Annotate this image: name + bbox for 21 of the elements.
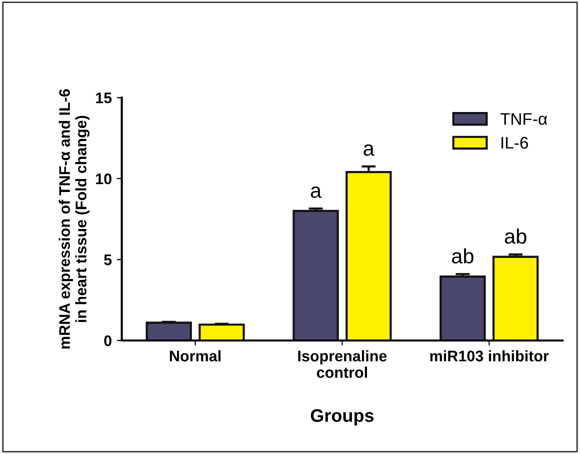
x-tick-label: Isoprenaline control [298, 350, 387, 378]
x-tick-label: miR103 inhibitor [430, 350, 549, 362]
bar [440, 275, 486, 340]
data-label: a [364, 144, 374, 156]
bar [346, 171, 392, 340]
bar [146, 322, 192, 340]
y-tick-label: 0 [104, 335, 112, 346]
legend-label: TNF-α [500, 113, 548, 125]
x-axis-title: Groups [310, 409, 374, 426]
y-axis-title: mRNA expression of TNF-α and IL-6 in heart tissue (Fold change) [58, 89, 90, 348]
y-tick-label: 5 [104, 254, 112, 266]
bar [198, 324, 245, 340]
y-tick-label: 10 [96, 173, 112, 184]
x-tick-label: Normal [170, 350, 221, 362]
bar [292, 210, 339, 340]
data-label: a [310, 186, 322, 198]
data-label: ab [452, 248, 474, 264]
legend-label: IL-6 [502, 136, 528, 149]
data-label: ab [504, 228, 526, 244]
bar [492, 256, 539, 340]
y-tick-label: 15 [96, 92, 112, 104]
